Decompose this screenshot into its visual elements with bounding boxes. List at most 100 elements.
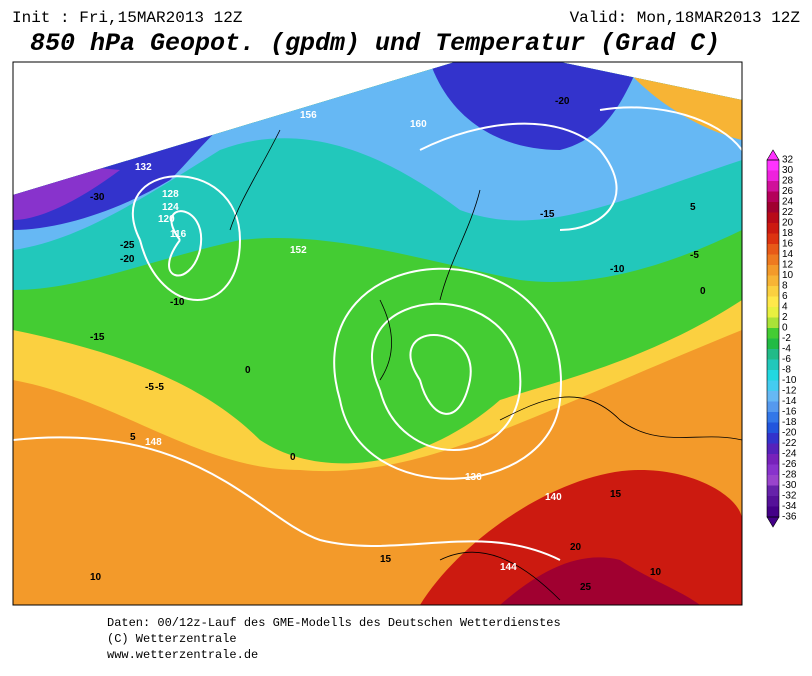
legend-label: -30 — [782, 480, 797, 491]
legend-swatch — [767, 338, 779, 349]
legend-label: -8 — [782, 365, 791, 376]
temp-label: -10 — [170, 297, 185, 308]
contour-label: 136 — [465, 472, 482, 483]
legend-swatch — [767, 244, 779, 255]
legend-arrow-top — [766, 149, 780, 161]
legend-frame — [766, 159, 780, 518]
legend-label: -24 — [782, 449, 797, 460]
temp-label: -5 — [690, 250, 699, 261]
init-time: Init : Fri,15MAR2013 12Z — [12, 9, 243, 27]
legend-swatch — [767, 506, 779, 517]
legend-swatch — [767, 307, 779, 318]
legend-label: -18 — [782, 417, 797, 428]
temp-label: 15 — [380, 554, 392, 565]
legend-label: 18 — [782, 228, 794, 239]
temp-label: -5 — [155, 382, 164, 393]
legend-label: 28 — [782, 176, 794, 187]
contour-label: 140 — [545, 492, 562, 503]
map — [13, 62, 742, 605]
legend-swatch — [767, 370, 779, 381]
legend-label: -2 — [782, 333, 791, 344]
legend-label: 8 — [782, 281, 788, 292]
legend-swatch — [767, 265, 779, 276]
contour-label: 120 — [158, 214, 175, 225]
contour-label: 128 — [162, 189, 179, 200]
legend-arrow-bottom — [766, 516, 780, 528]
contour-label: 132 — [135, 162, 152, 173]
legend-label: 14 — [782, 249, 794, 260]
temp-label: -25 — [120, 240, 135, 251]
legend-label: 16 — [782, 239, 794, 250]
legend-label: 32 — [782, 155, 794, 166]
temp-label: 10 — [90, 572, 102, 583]
legend-swatch — [767, 202, 779, 213]
footer-line: (C) Wetterzentrale — [107, 632, 237, 646]
legend-swatch — [767, 496, 779, 507]
legend-swatch — [767, 296, 779, 307]
temp-label: 20 — [570, 542, 582, 553]
legend-label: -16 — [782, 407, 797, 418]
color-legend: 32302826242220181614121086420-2-4-6-8-10… — [766, 149, 797, 528]
legend-label: -6 — [782, 354, 791, 365]
temp-label: -30 — [90, 192, 105, 203]
legend-swatch — [767, 275, 779, 286]
legend-swatch — [767, 391, 779, 402]
legend-swatch — [767, 286, 779, 297]
temp-label: 0 — [700, 286, 706, 297]
legend-swatch — [767, 359, 779, 370]
legend-label: 4 — [782, 302, 788, 313]
legend-swatch — [767, 443, 779, 454]
contour-label: 124 — [162, 202, 179, 213]
legend-label: 24 — [782, 197, 794, 208]
legend-label: -22 — [782, 438, 797, 449]
legend-label: -4 — [782, 344, 791, 355]
contour-label: 148 — [145, 437, 162, 448]
temp-label: 10 — [650, 567, 662, 578]
temp-label: 15 — [610, 489, 622, 500]
legend-swatch — [767, 422, 779, 433]
legend-swatch — [767, 464, 779, 475]
legend-swatch — [767, 485, 779, 496]
legend-swatch — [767, 181, 779, 192]
legend-swatch — [767, 317, 779, 328]
contour-label: 144 — [500, 562, 517, 573]
footer-line: www.wetterzentrale.de — [107, 648, 258, 662]
contour-label: 156 — [300, 110, 317, 121]
legend-label: 30 — [782, 165, 794, 176]
legend-label: -10 — [782, 375, 797, 386]
legend-swatch — [767, 328, 779, 339]
temp-label: 0 — [245, 365, 251, 376]
legend-swatch — [767, 170, 779, 181]
legend-label: -34 — [782, 501, 797, 512]
footer-line: Daten: 00/12z-Lauf des GME-Modells des D… — [107, 616, 561, 630]
temp-label: 0 — [290, 452, 296, 463]
temp-label: -15 — [540, 209, 555, 220]
legend-swatch — [767, 475, 779, 486]
legend-swatch — [767, 223, 779, 234]
valid-time: Valid: Mon,18MAR2013 12Z — [570, 9, 801, 27]
temp-label: -20 — [555, 96, 570, 107]
legend-swatch — [767, 380, 779, 391]
legend-label: 26 — [782, 186, 794, 197]
legend-label: 6 — [782, 291, 788, 302]
temp-label: -15 — [90, 332, 105, 343]
legend-label: 12 — [782, 260, 794, 271]
legend-label: -36 — [782, 512, 797, 523]
map-labels: 132 128 124 120 116 -30 -25 -20 -15 -10 … — [90, 96, 706, 593]
temp-label: -10 — [610, 264, 625, 275]
legend-label: -14 — [782, 396, 797, 407]
legend-label: 20 — [782, 218, 794, 229]
legend-swatch — [767, 349, 779, 360]
legend-swatch — [767, 254, 779, 265]
contour-label: 152 — [290, 245, 307, 256]
legend-swatch — [767, 401, 779, 412]
legend-label: -32 — [782, 491, 797, 502]
contour-label: 116 — [170, 229, 187, 240]
temp-label: 25 — [580, 582, 592, 593]
temp-label: 5 — [690, 202, 696, 213]
legend-label: 22 — [782, 207, 794, 218]
legend-label: -28 — [782, 470, 797, 481]
legend-label: 2 — [782, 312, 788, 323]
temp-label: 5 — [130, 432, 136, 443]
